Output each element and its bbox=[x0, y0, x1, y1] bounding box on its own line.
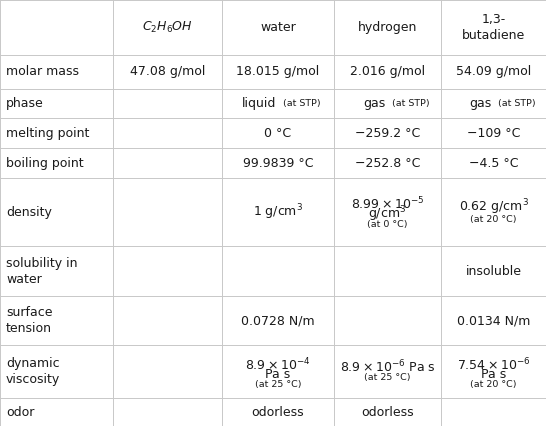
Text: odorless: odorless bbox=[361, 406, 414, 419]
Text: −109 °C: −109 °C bbox=[467, 127, 520, 140]
Text: (at STP): (at STP) bbox=[277, 99, 321, 108]
Text: (at STP): (at STP) bbox=[492, 99, 536, 108]
Text: 0.0134 N/m: 0.0134 N/m bbox=[457, 314, 530, 327]
Text: 0.0728 N/m: 0.0728 N/m bbox=[241, 314, 315, 327]
Text: −4.5 °C: −4.5 °C bbox=[469, 157, 518, 170]
Text: solubility in
water: solubility in water bbox=[6, 256, 78, 286]
Text: (at 0 °C): (at 0 °C) bbox=[367, 220, 408, 229]
Text: dynamic
viscosity: dynamic viscosity bbox=[6, 357, 60, 386]
Text: hydrogen: hydrogen bbox=[358, 21, 417, 34]
Text: gas: gas bbox=[363, 97, 385, 110]
Text: 0.62 g/cm$^3$: 0.62 g/cm$^3$ bbox=[459, 197, 529, 217]
Text: boiling point: boiling point bbox=[6, 157, 84, 170]
Text: $8.9\times10^{-4}$: $8.9\times10^{-4}$ bbox=[245, 357, 311, 373]
Text: Pa s: Pa s bbox=[481, 368, 506, 381]
Text: surface
tension: surface tension bbox=[6, 306, 52, 335]
Text: 54.09 g/mol: 54.09 g/mol bbox=[456, 65, 531, 78]
Text: 2.016 g/mol: 2.016 g/mol bbox=[350, 65, 425, 78]
Text: 0 °C: 0 °C bbox=[264, 127, 292, 140]
Text: Pa s: Pa s bbox=[265, 368, 290, 381]
Text: insoluble: insoluble bbox=[466, 265, 521, 278]
Text: (at 25 °C): (at 25 °C) bbox=[255, 380, 301, 389]
Text: $C_2H_6OH$: $C_2H_6OH$ bbox=[142, 20, 193, 35]
Text: 99.9839 °C: 99.9839 °C bbox=[243, 157, 313, 170]
Text: 1 g/cm$^3$: 1 g/cm$^3$ bbox=[253, 202, 303, 222]
Text: (at 20 °C): (at 20 °C) bbox=[470, 215, 517, 224]
Text: density: density bbox=[6, 206, 52, 219]
Text: water: water bbox=[260, 21, 296, 34]
Text: 47.08 g/mol: 47.08 g/mol bbox=[130, 65, 205, 78]
Text: 18.015 g/mol: 18.015 g/mol bbox=[236, 65, 319, 78]
Text: (at STP): (at STP) bbox=[387, 99, 430, 108]
Text: gas: gas bbox=[469, 97, 491, 110]
Text: −259.2 °C: −259.2 °C bbox=[355, 127, 420, 140]
Text: melting point: melting point bbox=[6, 127, 90, 140]
Text: odorless: odorless bbox=[252, 406, 304, 419]
Text: −252.8 °C: −252.8 °C bbox=[355, 157, 420, 170]
Text: molar mass: molar mass bbox=[6, 65, 79, 78]
Text: phase: phase bbox=[6, 97, 44, 110]
Text: odor: odor bbox=[6, 406, 34, 419]
Text: (at 25 °C): (at 25 °C) bbox=[364, 373, 411, 382]
Text: g/cm$^3$: g/cm$^3$ bbox=[369, 204, 407, 224]
Text: 1,3-
butadiene: 1,3- butadiene bbox=[462, 13, 525, 42]
Text: (at 20 °C): (at 20 °C) bbox=[470, 380, 517, 389]
Text: liquid: liquid bbox=[242, 97, 276, 110]
Text: $8.9\times10^{-6}$ Pa s: $8.9\times10^{-6}$ Pa s bbox=[340, 358, 435, 375]
Text: $7.54\times10^{-6}$: $7.54\times10^{-6}$ bbox=[457, 357, 530, 373]
Text: $8.99\times10^{-5}$: $8.99\times10^{-5}$ bbox=[351, 196, 424, 213]
